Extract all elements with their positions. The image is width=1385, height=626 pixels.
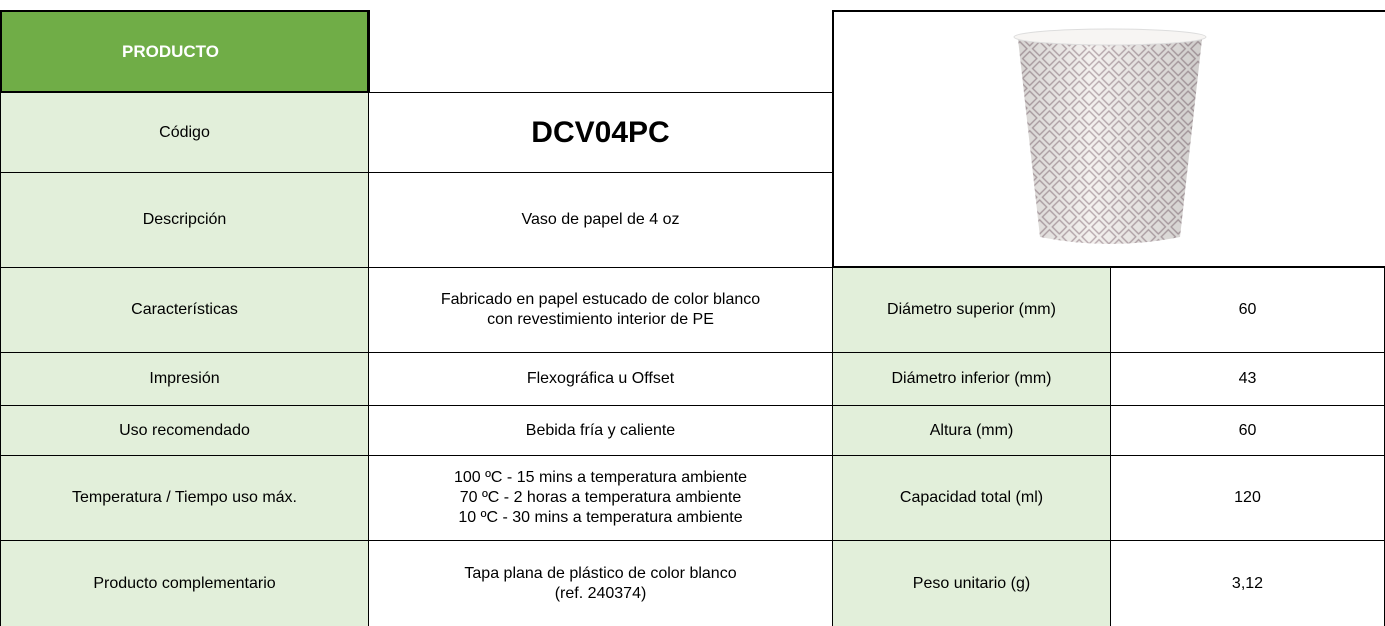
spec-label-text: Capacidad total (ml) xyxy=(899,489,1044,506)
label-text: Temperatura / Tiempo uso máx. xyxy=(72,489,297,506)
row-label: Impresión xyxy=(0,352,369,406)
spec-label: Diámetro inferior (mm) xyxy=(832,352,1111,406)
value-text: 70 ºC - 2 horas a temperatura ambiente xyxy=(459,489,742,506)
label-text: Características xyxy=(131,301,238,318)
row-value: DCV04PC xyxy=(368,92,833,173)
spec-value: 120 xyxy=(1110,455,1385,541)
spec-label-text: Diámetro inferior (mm) xyxy=(891,370,1052,387)
spec-value-text: 60 xyxy=(1238,421,1257,439)
spec-value-text: 3,12 xyxy=(1231,575,1264,592)
value-text: Flexográfica u Offset xyxy=(526,370,675,387)
row-label: Características xyxy=(0,267,369,353)
spec-value: 3,12 xyxy=(1110,540,1385,626)
row-label: Temperatura / Tiempo uso máx. xyxy=(0,455,369,541)
row-label: Uso recomendado xyxy=(0,405,369,456)
label-text: Uso recomendado xyxy=(119,421,250,439)
row-label: Descripción xyxy=(0,172,369,268)
spec-value: 60 xyxy=(1110,267,1385,353)
row-value: Vaso de papel de 4 oz xyxy=(368,172,833,268)
spec-value: 60 xyxy=(1110,405,1385,456)
spec-label-text: Diámetro superior (mm) xyxy=(887,301,1056,318)
spec-label: Diámetro superior (mm) xyxy=(832,267,1111,353)
value-text: Bebida fría y caliente xyxy=(525,421,676,439)
spec-value: 43 xyxy=(1110,352,1385,406)
row-value: Bebida fría y caliente xyxy=(368,405,833,456)
header-title: PRODUCTO xyxy=(0,10,369,93)
spec-value-text: 60 xyxy=(1238,301,1257,318)
value-text: Tapa plana de plástico de color blanco xyxy=(464,565,737,582)
value-text: 10 ºC - 30 mins a temperatura ambiente xyxy=(458,509,743,526)
cup-illustration xyxy=(1013,28,1206,244)
label-text: Descripción xyxy=(142,211,227,228)
row-value: 100 ºC - 15 mins a temperatura ambiente 7… xyxy=(368,455,833,541)
row-value: Fabricado en papel estucado de color bla… xyxy=(368,267,833,353)
value-text: Fabricado en papel estucado de color bla… xyxy=(440,291,761,308)
spec-label: Altura (mm) xyxy=(832,405,1111,456)
value-text: 100 ºC - 15 mins a temperatura ambiente xyxy=(453,469,748,486)
spec-label: Peso unitario (g) xyxy=(832,540,1111,626)
spec-label: Capacidad total (ml) xyxy=(832,455,1111,541)
label-text: Código xyxy=(159,123,210,141)
spec-label-text: Peso unitario (g) xyxy=(912,575,1031,592)
row-value: Flexográfica u Offset xyxy=(368,352,833,406)
value-text: con revestimiento interior de PE xyxy=(487,311,714,328)
spec-value-text: 43 xyxy=(1238,370,1257,387)
row-value: Tapa plana de plástico de color blanco (r… xyxy=(368,540,833,626)
row-label: Código xyxy=(0,92,369,173)
label-text: Producto complementario xyxy=(93,575,276,592)
product-image xyxy=(832,10,1385,268)
spec-value-text: 120 xyxy=(1234,489,1261,506)
value-text: DCV04PC xyxy=(531,115,670,149)
spec-label-text: Altura (mm) xyxy=(929,421,1014,439)
label-text: Impresión xyxy=(149,370,220,387)
row-label: Producto complementario xyxy=(0,540,369,626)
header-blank xyxy=(368,10,833,93)
value-text: Vaso de papel de 4 oz xyxy=(521,211,680,228)
value-text: (ref. 240374) xyxy=(554,585,647,602)
